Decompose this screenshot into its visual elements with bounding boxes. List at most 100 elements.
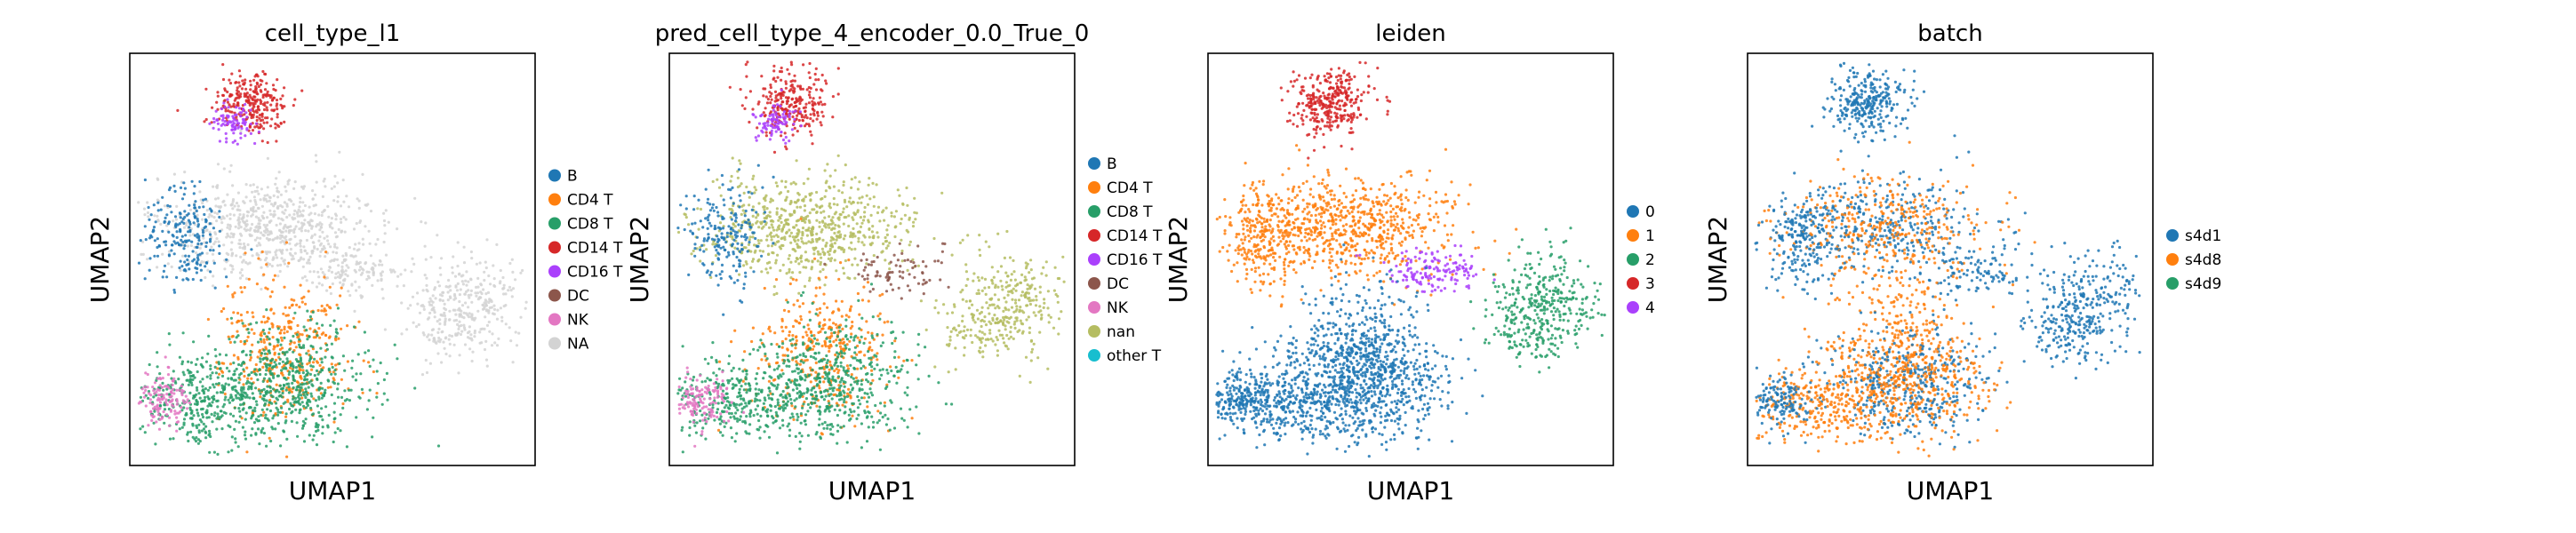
scatter-point bbox=[724, 241, 728, 244]
scatter-point bbox=[369, 210, 373, 213]
scatter-point bbox=[354, 270, 357, 274]
scatter-point bbox=[272, 215, 276, 219]
scatter-point bbox=[244, 99, 248, 102]
scatter-point bbox=[847, 224, 851, 228]
scatter-point bbox=[510, 295, 514, 298]
scatter-point bbox=[406, 306, 410, 310]
scatter-point bbox=[485, 364, 489, 368]
scatter-point bbox=[758, 249, 762, 252]
scatter-point bbox=[387, 220, 390, 224]
scatter-point bbox=[158, 401, 163, 404]
scatter-point bbox=[426, 335, 429, 338]
scatter-point bbox=[829, 257, 834, 260]
scatter-point bbox=[293, 180, 297, 184]
scatter-point bbox=[287, 261, 291, 265]
scatter-point bbox=[815, 219, 819, 222]
scatter-point bbox=[823, 224, 827, 227]
scatter-point bbox=[319, 267, 323, 271]
scatter-point bbox=[924, 265, 928, 268]
scatter-point bbox=[236, 119, 239, 123]
scatter-point bbox=[751, 214, 755, 218]
scatter-point bbox=[769, 110, 773, 114]
scatter-point bbox=[781, 115, 785, 119]
scatter-point bbox=[253, 406, 257, 410]
scatter-point bbox=[182, 418, 187, 421]
legend-label: CD4 T bbox=[567, 192, 613, 210]
scatter-point bbox=[283, 201, 286, 204]
scatter-point bbox=[253, 99, 257, 102]
scatter-point bbox=[253, 141, 257, 146]
scatter-point bbox=[225, 137, 228, 140]
scatter-point bbox=[222, 167, 226, 171]
scatter-point bbox=[804, 220, 807, 224]
scatter-point bbox=[980, 330, 984, 334]
scatter-point bbox=[299, 283, 302, 287]
scatter-point bbox=[269, 203, 274, 206]
scatter-point bbox=[309, 219, 313, 222]
scatter-point bbox=[762, 87, 765, 91]
scatter-point bbox=[743, 220, 748, 224]
scatter-point bbox=[422, 305, 426, 308]
scatter-point bbox=[200, 429, 204, 433]
scatter-point bbox=[428, 311, 432, 314]
scatter-point bbox=[842, 266, 845, 270]
scatter-point bbox=[769, 219, 773, 223]
scatter-point bbox=[821, 251, 825, 254]
scatter-point bbox=[511, 361, 515, 364]
scatter-point bbox=[323, 307, 326, 311]
scatter-point bbox=[185, 263, 188, 266]
scatter-point bbox=[148, 236, 152, 240]
scatter-point bbox=[409, 304, 412, 307]
scatter-point bbox=[858, 180, 861, 184]
scatter-point bbox=[280, 346, 284, 350]
scatter-point bbox=[245, 223, 249, 227]
scatter-point bbox=[249, 96, 252, 99]
scatter-point bbox=[687, 223, 691, 227]
scatter-point bbox=[212, 243, 216, 246]
scatter-point bbox=[755, 216, 758, 219]
scatter-point bbox=[262, 223, 266, 227]
scatter-point bbox=[252, 421, 257, 425]
scatter-point bbox=[808, 124, 812, 128]
scatter-point bbox=[437, 284, 442, 288]
scatter-point bbox=[256, 427, 260, 431]
scatter-point bbox=[442, 340, 445, 344]
scatter-point bbox=[216, 196, 220, 200]
scatter-point bbox=[785, 231, 788, 235]
scatter-point bbox=[276, 274, 280, 278]
scatter-point bbox=[497, 337, 500, 340]
scatter-point bbox=[380, 279, 383, 282]
scatter-point bbox=[784, 179, 788, 184]
scatter-point bbox=[201, 399, 204, 402]
scatter-point bbox=[186, 407, 189, 410]
scatter-point bbox=[780, 107, 784, 110]
scatter-point bbox=[185, 378, 188, 382]
scatter-point bbox=[285, 437, 289, 441]
scatter-point bbox=[362, 359, 365, 362]
scatter-point bbox=[754, 136, 757, 139]
scatter-point bbox=[731, 235, 734, 239]
scatter-point bbox=[245, 128, 249, 131]
scatter-point bbox=[762, 94, 765, 98]
scatter-point bbox=[265, 308, 268, 312]
scatter-point bbox=[988, 329, 992, 332]
scatter-point bbox=[152, 226, 156, 229]
scatter-point bbox=[194, 215, 197, 219]
scatter-point bbox=[230, 322, 234, 325]
scatter-point bbox=[228, 340, 232, 344]
scatter-point bbox=[817, 237, 820, 241]
scatter-point bbox=[780, 70, 784, 74]
scatter-point bbox=[420, 373, 425, 377]
scatter-point bbox=[716, 251, 720, 255]
scatter-point bbox=[207, 334, 211, 338]
scatter-point bbox=[871, 225, 875, 228]
scatter-point bbox=[272, 194, 276, 197]
scatter-point bbox=[458, 293, 462, 297]
scatter-point bbox=[362, 268, 365, 272]
scatter-point bbox=[818, 225, 821, 228]
scatter-point bbox=[953, 305, 956, 308]
scatter-point bbox=[272, 278, 276, 282]
scatter-point bbox=[788, 267, 791, 271]
scatter-point bbox=[900, 259, 904, 263]
scatter-point bbox=[311, 438, 315, 442]
